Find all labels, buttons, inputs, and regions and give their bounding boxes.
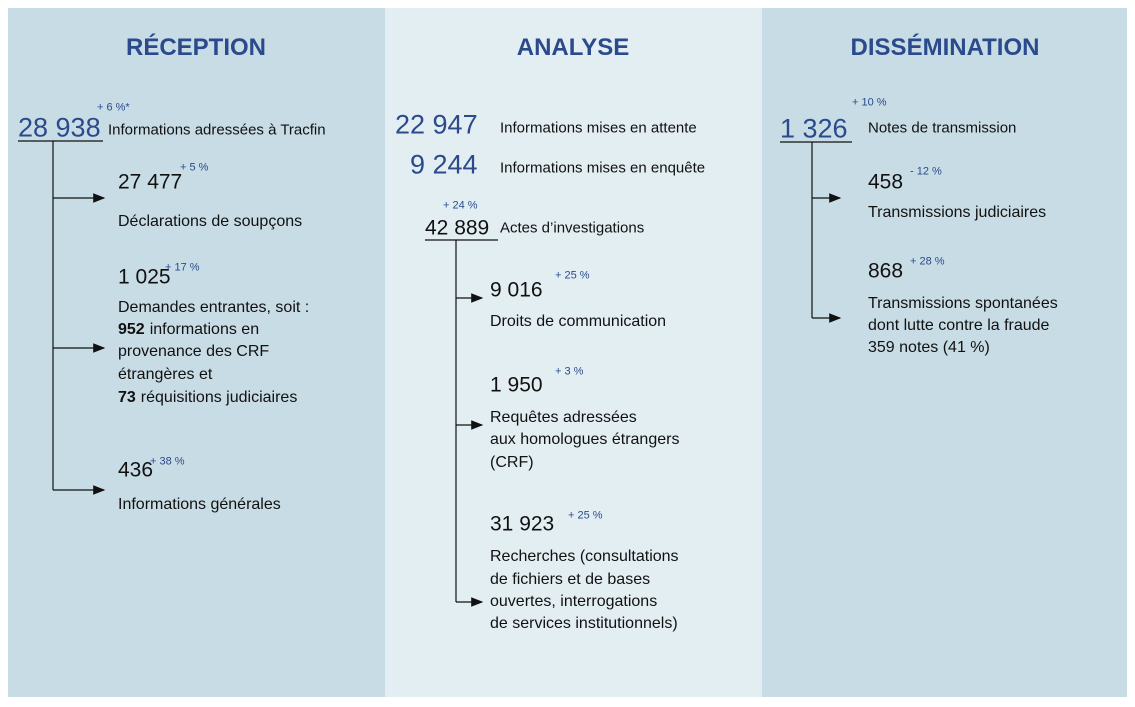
- head-label: Informations adressées à Tracfin: [108, 121, 326, 139]
- description: Transmissions judiciaires: [868, 204, 1047, 221]
- description: informations en: [149, 321, 260, 338]
- change: + 17 %: [165, 261, 200, 274]
- description: Demandes entrantes, soit :: [118, 299, 310, 316]
- description: ouvertes, interrogations: [490, 593, 658, 610]
- head-number: 9 244: [410, 149, 478, 180]
- description: Requêtes adressées: [490, 409, 637, 426]
- change: + 5 %: [180, 161, 209, 174]
- item-number: 868: [868, 259, 904, 283]
- description: de services institutionnels): [490, 615, 678, 632]
- bold-number: 73: [118, 389, 136, 406]
- description: Déclarations de soupçons: [118, 213, 303, 230]
- description: Transmissions spontanées: [868, 295, 1058, 312]
- change: + 28 %: [910, 255, 945, 268]
- change: + 24 %: [443, 199, 478, 212]
- head-label: Actes d’investigations: [500, 219, 645, 237]
- item-number: 436: [118, 458, 154, 482]
- item-number: 1 950: [490, 373, 543, 397]
- change: + 6 %*: [97, 101, 130, 114]
- description: 359 notes (41 %): [868, 339, 990, 356]
- column-dissemination: [762, 8, 1127, 697]
- description: Recherches (consultations: [490, 548, 679, 565]
- description: Informations générales: [118, 496, 281, 513]
- change: + 38 %: [150, 455, 185, 468]
- description: étrangères et: [118, 366, 213, 383]
- column-reception: [8, 8, 385, 697]
- column-title: ANALYSE: [516, 34, 630, 61]
- description: Droits de communication: [490, 313, 667, 330]
- item-number: 27 477: [118, 170, 183, 194]
- description: dont lutte contre la fraude: [868, 317, 1050, 334]
- column-title: RÉCEPTION: [125, 34, 267, 61]
- head-number: 28 938: [18, 112, 101, 143]
- head-number: 22 947: [395, 109, 478, 140]
- column-analyse: [385, 8, 762, 697]
- head-number: 42 889: [425, 216, 490, 240]
- change: - 12 %: [910, 165, 942, 178]
- description: provenance des CRF: [118, 343, 270, 360]
- item-number: 458: [868, 170, 904, 194]
- change: + 10 %: [852, 96, 887, 109]
- item-number: 31 923: [490, 512, 555, 536]
- head-label: Informations mises en enquête: [500, 159, 706, 177]
- description: (CRF): [490, 454, 534, 471]
- change: + 3 %: [555, 365, 584, 378]
- item-number: 1 025: [118, 265, 171, 289]
- column-title: DISSÉMINATION: [850, 34, 1040, 61]
- change: + 25 %: [568, 509, 603, 522]
- item-number: 9 016: [490, 278, 543, 302]
- head-label: Informations mises en attente: [500, 119, 697, 137]
- head-number: 1 326: [780, 113, 848, 144]
- description: de fichiers et de bases: [490, 571, 651, 588]
- description: réquisitions judiciaires: [140, 389, 298, 406]
- change: + 25 %: [555, 269, 590, 282]
- bold-number: 952: [118, 321, 145, 338]
- description: aux homologues étrangers: [490, 431, 680, 448]
- head-label: Notes de transmission: [868, 119, 1017, 137]
